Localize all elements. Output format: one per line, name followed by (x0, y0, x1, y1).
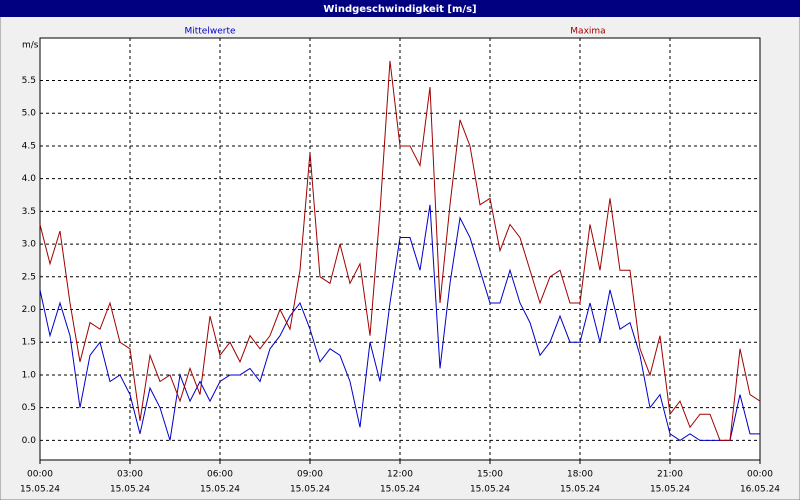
chart-title: Windgeschwindigkeit [m/s] (323, 4, 476, 15)
x-tick-label: 15:00 (477, 470, 503, 480)
x-tick-date: 15.05.24 (200, 485, 240, 495)
x-tick-date: 15.05.24 (650, 485, 690, 495)
y-tick-label: 0.5 (22, 403, 36, 413)
x-tick-label: 00:00 (27, 470, 53, 480)
x-tick-date: 15.05.24 (290, 485, 330, 495)
x-tick-date: 15.05.24 (470, 485, 510, 495)
x-tick-label: 00:00 (747, 470, 773, 480)
y-axis-unit: m/s (22, 41, 39, 51)
series-line (39, 60, 761, 441)
y-tick-label: 4.5 (22, 141, 36, 151)
legend-label: Maxima (570, 27, 605, 37)
y-tick-label: 2.5 (22, 272, 36, 282)
y-tick-label: 5.5 (22, 76, 36, 86)
y-tick-label: 1.5 (22, 338, 36, 348)
x-tick-date: 15.05.24 (380, 485, 420, 495)
x-tick-date: 15.05.24 (560, 485, 600, 495)
x-tick-label: 03:00 (117, 470, 143, 480)
y-tick-label: 5.0 (22, 109, 37, 119)
y-tick-label: 1.0 (22, 370, 37, 380)
x-tick-label: 09:00 (297, 470, 323, 480)
x-tick-date: 16.05.24 (740, 485, 780, 495)
title-bar (0, 0, 800, 17)
y-tick-label: 3.0 (22, 240, 37, 250)
series-line (39, 204, 760, 441)
x-tick-label: 06:00 (207, 470, 233, 480)
legend-label: Mittelwerte (184, 27, 235, 37)
y-tick-label: 3.5 (22, 207, 36, 217)
x-tick-label: 18:00 (567, 470, 593, 480)
x-tick-date: 15.05.24 (110, 485, 150, 495)
y-tick-label: 4.0 (22, 174, 37, 184)
x-tick-date: 15.05.24 (20, 485, 60, 495)
y-tick-label: 2.0 (22, 305, 37, 315)
x-tick-label: 12:00 (387, 470, 413, 480)
x-tick-label: 21:00 (657, 470, 683, 480)
y-tick-label: 0.0 (22, 436, 37, 446)
